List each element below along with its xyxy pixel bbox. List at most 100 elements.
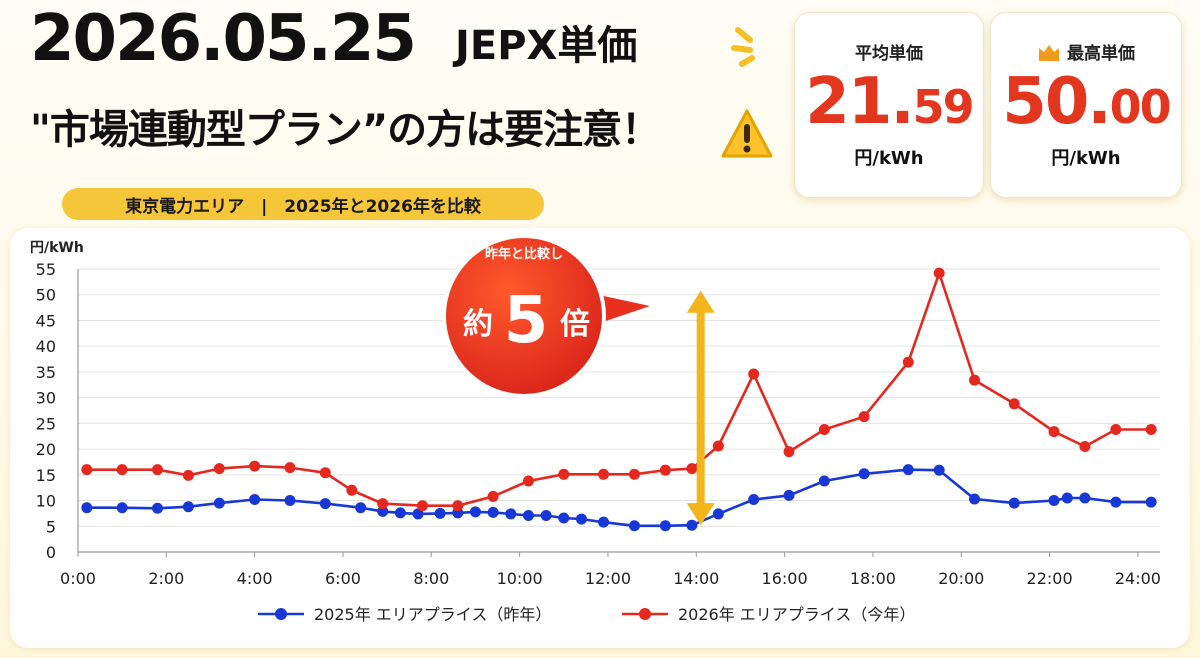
data-point-series-2 [81,464,93,476]
warning-icon [721,109,773,158]
y-tick-label: 35 [36,363,56,382]
subheadline: "市場連動型プラン”の方は要注意！ [30,107,661,153]
x-tick-label: 14:00 [673,569,719,588]
arrow-head-top [686,290,715,313]
data-point-series-2 [933,267,945,279]
data-point-series-1 [249,494,261,506]
x-tick-label: 12:00 [585,569,631,588]
callout-suffix: 倍 [560,307,590,342]
x-tick-label: 16:00 [762,569,808,588]
max-price-int: 50. [1002,65,1111,139]
comparison-arrow [686,290,715,526]
average-price-value: 21.59 [795,70,983,134]
data-point-series-2 [712,440,724,452]
data-point-series-2 [452,500,464,512]
data-point-series-2 [116,464,128,476]
data-point-series-2 [1079,441,1091,453]
headline-date: 2026.05.25 [30,2,417,76]
x-tick-label: 22:00 [1027,569,1073,588]
data-point-series-2 [1048,426,1060,438]
data-point-series-2 [969,374,981,386]
data-point-series-1 [182,501,194,513]
data-point-series-2 [151,464,163,476]
data-point-series-1 [355,502,367,514]
data-point-series-1 [434,507,446,519]
data-point-series-2 [522,475,534,487]
data-point-series-1 [1079,492,1091,504]
series-line-1 [86,468,1152,528]
data-point-series-1 [686,519,698,531]
x-tick-label: 2:00 [148,569,184,588]
data-point-series-2 [818,424,830,436]
x-tick-label: 6:00 [325,569,361,588]
data-point-series-1 [487,506,499,518]
data-point-series-1 [818,475,830,487]
data-point-series-1 [1110,496,1122,508]
data-point-series-2 [416,500,428,512]
data-point-series-1 [748,494,760,506]
data-point-series-1 [969,493,981,505]
data-point-series-2 [858,411,870,423]
arrow-shaft [696,310,705,506]
legend-marker-2 [639,608,651,620]
legend: 2025年 エリアプライス（昨年） 2026年 エリアプライス（今年） [258,605,915,624]
max-price-label-row: 最高単価 [991,39,1181,64]
average-price-unit: 円/kWh [854,148,924,169]
callout-small-text: 昨年と比較し [485,246,563,262]
data-point-series-2 [558,468,570,480]
average-price-dec: 59 [912,80,975,134]
area-tag: 東京電力エリア | 2025年と2026年を比較 [62,188,544,220]
crown-icon [1039,44,1059,61]
data-point-series-1 [783,489,795,501]
data-point-series-1 [505,508,517,520]
data-point-series-1 [1008,497,1020,509]
data-point-series-2 [748,368,760,380]
data-point-series-2 [598,468,610,480]
max-price-unit: 円/kWh [1051,148,1121,169]
max-price-label: 最高単価 [1067,44,1135,64]
x-tick-label: 20:00 [938,569,984,588]
max-price-card: 最高単価 50.00 円/kWh [990,12,1182,198]
series-layer [81,267,1157,532]
data-point-series-1 [1061,492,1073,504]
callout-prefix: 約 [463,307,493,342]
y-tick-label: 50 [36,286,56,305]
data-point-series-2 [249,460,261,472]
data-point-series-1 [319,498,331,510]
data-point-series-1 [1048,495,1060,507]
data-point-series-2 [319,467,331,479]
y-tick-label: 10 [36,492,56,511]
data-point-series-1 [81,502,93,514]
data-point-series-1 [1145,496,1157,508]
average-price-int: 21. [805,65,914,139]
y-tick-label: 45 [36,311,56,330]
data-point-series-2 [1110,424,1122,436]
x-tick-label: 24:00 [1115,569,1161,588]
data-point-series-1 [394,507,406,519]
data-point-series-1 [213,497,225,509]
data-point-series-2 [182,469,194,481]
y-tick-label: 0 [46,543,56,562]
data-point-series-1 [151,502,163,514]
data-point-series-1 [116,502,128,514]
data-point-series-2 [487,490,499,502]
axis-layer: 0 5 10 15 20 25 30 35 40 45 50 55 円/kWh 0:00 2:00 4:00 6… [30,240,1161,588]
max-price-dec: 00 [1109,80,1172,134]
data-point-series-2 [686,463,698,475]
legend-label-2: 2026年 エリアプライス（今年） [678,605,915,624]
arrow-head-bottom [686,503,715,526]
data-point-series-1 [575,513,587,525]
data-point-series-1 [469,506,481,518]
data-point-series-1 [284,495,296,507]
y-tick-label: 30 [36,389,56,408]
data-point-series-1 [412,508,424,520]
data-point-series-1 [933,464,945,476]
data-point-series-2 [213,463,225,475]
y-tick-label: 5 [46,517,56,536]
data-point-series-2 [783,446,795,458]
callout-burst [442,234,606,398]
x-tick-label: 18:00 [850,569,896,588]
data-point-series-1 [540,509,552,521]
data-point-series-1 [659,520,671,532]
